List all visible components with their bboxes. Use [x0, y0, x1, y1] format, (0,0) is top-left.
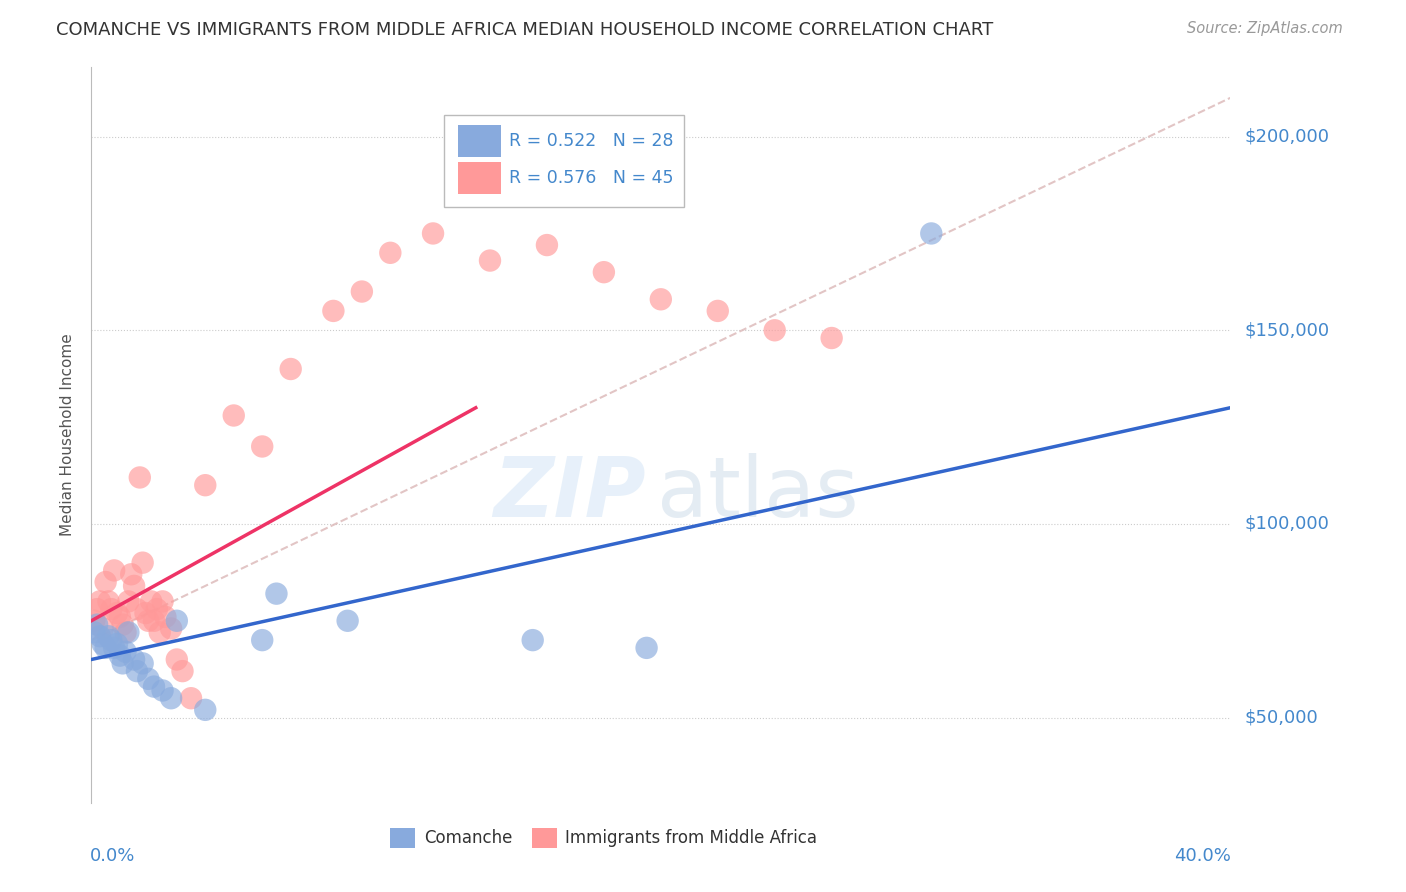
Point	[111, 617, 134, 632]
Point	[593, 265, 616, 279]
Point	[108, 648, 131, 663]
Point	[146, 602, 169, 616]
Point	[166, 652, 188, 666]
Text: Source: ZipAtlas.com: Source: ZipAtlas.com	[1187, 21, 1343, 36]
Point	[86, 602, 108, 616]
Point	[152, 594, 174, 608]
Point	[336, 614, 359, 628]
Text: 40.0%: 40.0%	[1174, 847, 1232, 865]
Point	[105, 637, 128, 651]
Point	[166, 614, 188, 628]
Point	[280, 362, 302, 376]
FancyBboxPatch shape	[458, 125, 502, 157]
Point	[143, 680, 166, 694]
Point	[160, 691, 183, 706]
Point	[89, 594, 111, 608]
Text: 0.0%: 0.0%	[90, 847, 135, 865]
Point	[91, 637, 114, 651]
FancyBboxPatch shape	[444, 115, 683, 207]
Text: $200,000: $200,000	[1244, 128, 1329, 145]
Point	[94, 640, 117, 655]
Point	[100, 602, 122, 616]
Point	[125, 664, 148, 678]
Text: R = 0.576   N = 45: R = 0.576 N = 45	[509, 169, 673, 187]
Point	[134, 606, 156, 620]
Point	[478, 253, 502, 268]
Point	[155, 610, 177, 624]
Point	[114, 625, 136, 640]
Point	[83, 614, 105, 628]
Point	[522, 633, 544, 648]
Point	[108, 610, 131, 624]
Point	[122, 579, 145, 593]
Point	[266, 587, 288, 601]
Point	[111, 657, 134, 671]
Y-axis label: Median Household Income: Median Household Income	[60, 334, 76, 536]
Point	[97, 594, 120, 608]
Point	[128, 470, 150, 484]
Text: $100,000: $100,000	[1244, 515, 1329, 533]
Point	[83, 625, 105, 640]
Point	[160, 622, 183, 636]
Point	[920, 227, 942, 241]
Point	[194, 478, 217, 492]
Point	[120, 567, 142, 582]
Point	[706, 304, 728, 318]
Point	[89, 629, 111, 643]
Point	[322, 304, 344, 318]
Point	[180, 691, 202, 706]
Point	[125, 602, 148, 616]
Point	[636, 640, 658, 655]
Point	[94, 574, 117, 589]
Point	[122, 652, 145, 666]
Point	[149, 625, 172, 640]
Point	[422, 227, 444, 241]
Point	[152, 683, 174, 698]
Text: $50,000: $50,000	[1244, 708, 1317, 727]
Point	[117, 625, 139, 640]
Point	[250, 440, 273, 454]
Point	[194, 703, 217, 717]
Point	[222, 409, 245, 423]
Point	[131, 556, 153, 570]
Point	[114, 645, 136, 659]
Point	[650, 293, 672, 307]
Point	[86, 617, 108, 632]
Point	[103, 563, 125, 577]
Point	[138, 672, 160, 686]
Point	[117, 594, 139, 608]
Text: R = 0.522   N = 28: R = 0.522 N = 28	[509, 132, 673, 150]
Text: ZIP: ZIP	[494, 453, 645, 534]
Point	[138, 614, 160, 628]
Point	[536, 238, 558, 252]
Point	[141, 594, 163, 608]
FancyBboxPatch shape	[458, 161, 502, 194]
Point	[100, 633, 122, 648]
Point	[131, 657, 153, 671]
Text: COMANCHE VS IMMIGRANTS FROM MIDDLE AFRICA MEDIAN HOUSEHOLD INCOME CORRELATION CH: COMANCHE VS IMMIGRANTS FROM MIDDLE AFRIC…	[56, 21, 994, 38]
Point	[91, 622, 114, 636]
Text: $150,000: $150,000	[1244, 321, 1329, 339]
Point	[250, 633, 273, 648]
Point	[820, 331, 842, 345]
Point	[350, 285, 373, 299]
Point	[380, 245, 402, 260]
Legend: Comanche, Immigrants from Middle Africa: Comanche, Immigrants from Middle Africa	[384, 822, 824, 855]
Point	[172, 664, 194, 678]
Text: atlas: atlas	[658, 453, 859, 534]
Point	[143, 614, 166, 628]
Point	[97, 629, 120, 643]
Point	[105, 606, 128, 620]
Point	[103, 640, 125, 655]
Point	[763, 323, 786, 337]
